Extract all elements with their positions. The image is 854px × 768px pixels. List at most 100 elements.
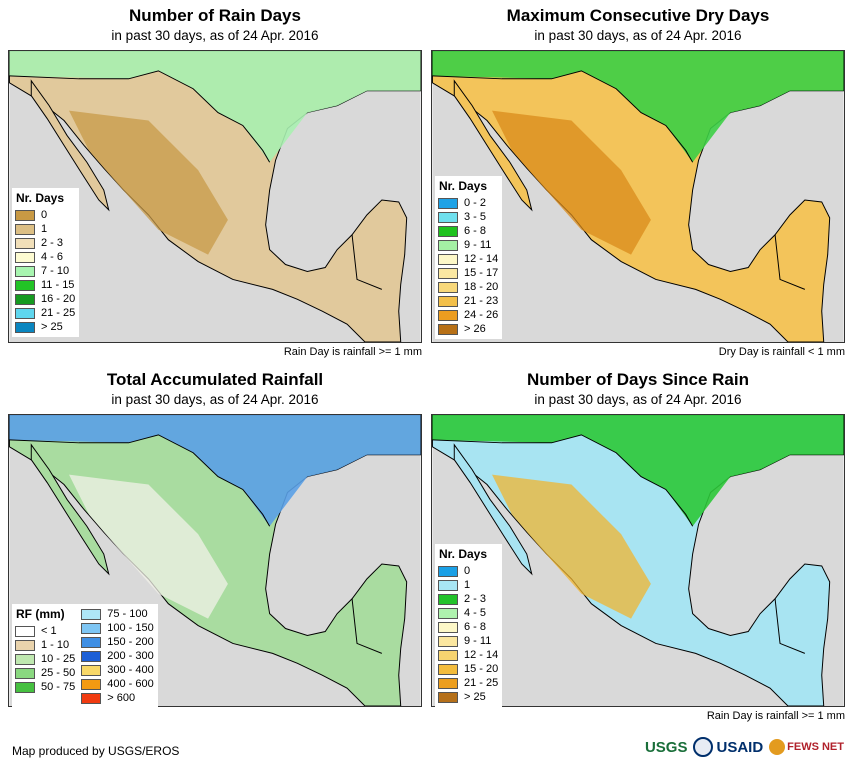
legend-label: 75 - 100 [107, 608, 148, 620]
legend-item: 100 - 150 [81, 621, 154, 635]
legend-swatch [438, 565, 458, 577]
legend-label: 25 - 50 [41, 667, 76, 679]
legend-swatch [15, 321, 35, 333]
legend-swatch [81, 692, 102, 704]
legend-title: Nr. Days [16, 191, 65, 205]
legend-label: 1 [41, 223, 48, 235]
legend: Nr. Days 0 1 2 - 3 4 - 6 7 - 10 11 - 15 16 - 2… [12, 188, 80, 337]
legend-label: 50 - 75 [41, 681, 76, 693]
legend-item: 1 [438, 578, 498, 592]
legend-label: 15 - 20 [464, 663, 499, 675]
legend-label: 21 - 25 [464, 677, 499, 689]
panel-total-rainfall: Total Accumulated Rainfall in past 30 da… [8, 364, 422, 730]
legend-swatch [15, 307, 35, 319]
legend-item: 6 - 8 [438, 224, 498, 238]
legend-swatch [438, 593, 458, 605]
legend-label: 0 - 2 [464, 197, 487, 209]
northern-region [9, 51, 421, 163]
legend-item: 2 - 3 [438, 592, 498, 606]
baja-peninsula [30, 443, 110, 576]
legend-item: < 1 [15, 624, 75, 638]
legend-swatch [15, 265, 35, 277]
legend: Nr. Days 0 1 2 - 3 4 - 5 6 - 8 9 - 11 12 - 14 1… [435, 544, 503, 707]
legend-title: Nr. Days [439, 179, 488, 193]
legend-label: 12 - 14 [464, 649, 499, 661]
legend: Nr. Days 0 - 2 3 - 5 6 - 8 9 - 11 12 - 14 15 … [435, 176, 503, 339]
country-border [9, 434, 271, 527]
panel-title: Total Accumulated Rainfall [106, 370, 324, 389]
legend-item: 12 - 14 [438, 648, 498, 662]
legend-swatch [81, 636, 102, 648]
country-border [9, 70, 271, 163]
legend-title: RF (mm) [16, 607, 65, 621]
legend-item: 3 - 5 [438, 210, 498, 224]
legend-swatch [438, 649, 458, 661]
legend-item: 11 - 15 [15, 278, 75, 292]
legend-label: 6 - 8 [464, 621, 487, 633]
legend-swatch [438, 211, 458, 223]
panel-rain-days: Number of Rain Days in past 30 days, as … [8, 0, 422, 366]
country-border [432, 70, 694, 163]
legend-swatch [438, 309, 458, 321]
legend-label: 9 - 11 [464, 635, 492, 647]
legend-title: Nr. Days [439, 547, 488, 561]
panel-subtitle: in past 30 days, as of 24 Apr. 2016 [111, 392, 319, 407]
definition-note: Dry Day is rainfall < 1 mm [718, 346, 845, 358]
panel-max-dry-days: Maximum Consecutive Dry Days in past 30 … [431, 0, 845, 366]
baja-peninsula [453, 443, 533, 576]
legend-swatch [15, 681, 35, 693]
legend-item: 18 - 20 [438, 280, 498, 294]
legend-swatch [15, 293, 35, 305]
legend-item: 9 - 11 [438, 634, 498, 648]
legend-swatch [438, 239, 458, 251]
legend-label: 12 - 14 [464, 253, 499, 265]
northern-region [9, 415, 421, 527]
legend-swatch [81, 678, 102, 690]
legend-item: 4 - 6 [15, 250, 75, 264]
legend-swatch [438, 281, 458, 293]
legend-swatch [438, 621, 458, 633]
legend-swatch [438, 663, 458, 675]
legend-swatch [438, 225, 458, 237]
legend-item: 21 - 25 [438, 676, 498, 690]
legend-label: 200 - 300 [107, 650, 154, 662]
usaid-logo-text: USAID [716, 738, 764, 756]
legend-label: 3 - 5 [464, 211, 487, 223]
legend-item: 0 [438, 564, 498, 578]
legend-swatch [15, 639, 35, 651]
legend-label: 2 - 3 [464, 593, 487, 605]
definition-note: Rain Day is rainfall >= 1 mm [706, 710, 845, 722]
panel-title: Number of Days Since Rain [526, 370, 749, 389]
baja-peninsula [453, 79, 533, 212]
legend-swatch [438, 253, 458, 265]
legend-item: 12 - 14 [438, 252, 498, 266]
panel-title: Maximum Consecutive Dry Days [506, 6, 770, 25]
legend-item: 21 - 25 [15, 306, 75, 320]
legend: RF (mm) < 1 1 - 10 10 - 25 25 - 50 50 - 75 7… [12, 604, 158, 708]
legend-label: 21 - 23 [464, 295, 499, 307]
legend-item: > 600 [81, 691, 153, 705]
country-border [351, 234, 383, 290]
legend-swatch [81, 608, 102, 620]
country-border [432, 434, 694, 527]
panel-subtitle: in past 30 days, as of 24 Apr. 2016 [111, 28, 319, 43]
legend-item: > 25 [438, 690, 498, 704]
fews-sun-icon [769, 739, 786, 755]
legend-swatch [81, 622, 102, 634]
legend-label: > 26 [464, 323, 486, 335]
legend-item: 1 - 10 [15, 638, 75, 652]
legend-item: 150 - 200 [81, 635, 154, 649]
fews-net-logo: FEWS NET [769, 739, 844, 755]
legend-swatch [15, 625, 35, 637]
usaid-seal-icon [693, 737, 714, 757]
legend-label: 6 - 8 [464, 225, 487, 237]
panel-days-since-rain: Number of Days Since Rain in past 30 day… [431, 364, 845, 730]
legend-label: 150 - 200 [107, 636, 154, 648]
legend-label: 7 - 10 [41, 265, 70, 277]
usaid-logo: USAID [693, 737, 763, 757]
legend-swatch [438, 635, 458, 647]
legend-swatch [15, 251, 35, 263]
legend-item: 6 - 8 [438, 620, 498, 634]
legend-label: 1 - 10 [41, 639, 70, 651]
legend-swatch [438, 691, 458, 703]
